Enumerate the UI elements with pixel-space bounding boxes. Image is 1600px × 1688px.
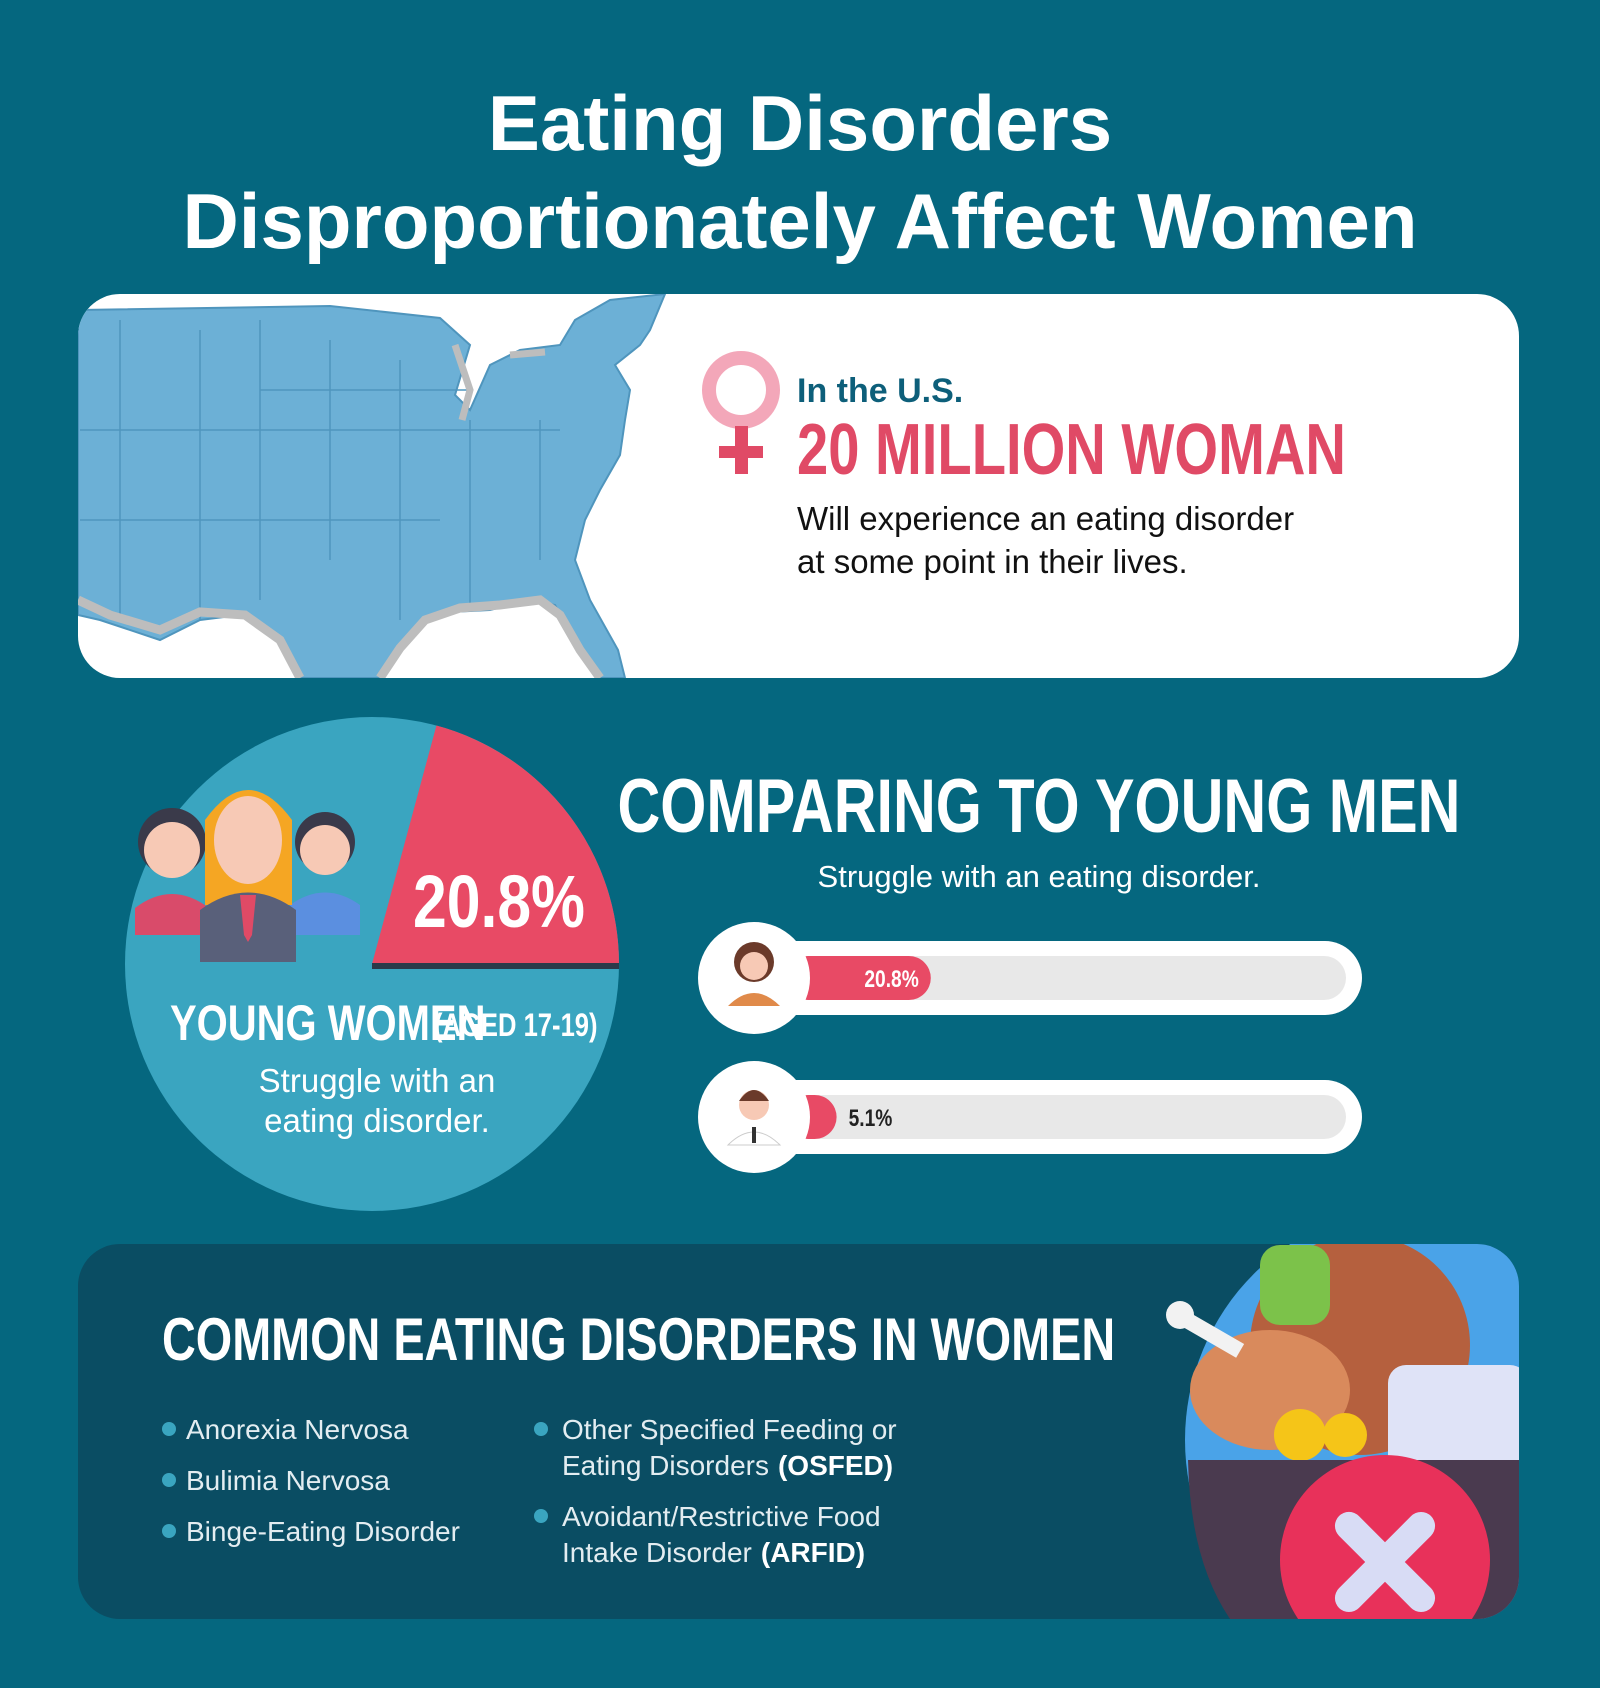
face <box>740 952 768 980</box>
list-item-text: Intake Disorder <box>562 1537 752 1568</box>
bullet <box>534 1422 548 1436</box>
bar <box>786 956 931 1000</box>
body <box>728 993 780 1006</box>
bar-label-group: 5.1% <box>849 1104 893 1132</box>
list-item-abbr: (ARFID) <box>761 1537 865 1568</box>
tie <box>752 1127 756 1143</box>
man-avatar <box>726 1090 782 1146</box>
comparison-title: COMPARING TO YOUNG MEN <box>618 764 1461 849</box>
list-item: Other Specified Feeding or <box>562 1414 897 1445</box>
title-line: Eating Disorders <box>488 79 1112 167</box>
comparison-subtitle: Struggle with an eating disorder. <box>818 859 1261 894</box>
list-item: Anorexia Nervosa <box>186 1414 409 1445</box>
body-text: at some point in their lives. <box>797 543 1188 580</box>
disorders-list: Anorexia Nervosa Bulimia Nervosa Binge-Eat… <box>162 1414 897 1568</box>
bar-label: 5.1% <box>849 1104 893 1132</box>
list-item: Bulimia Nervosa <box>186 1465 390 1496</box>
pie-wedge <box>372 725 619 964</box>
disorders-card <box>78 1244 1519 1619</box>
list-item-abbr: (OSFED) <box>778 1450 893 1481</box>
female-symbol <box>702 351 780 474</box>
body-text: Will experience an eating disorder <box>797 500 1294 537</box>
us-map <box>78 294 667 678</box>
lakes <box>451 343 546 421</box>
bullet <box>162 1524 176 1538</box>
pie-label: 20.8% <box>413 861 585 943</box>
list-item: Binge-Eating Disorder <box>186 1516 460 1547</box>
bullet <box>162 1422 176 1436</box>
food-icon <box>1166 1244 1519 1619</box>
bullet <box>534 1509 548 1523</box>
bar-track <box>786 1095 1346 1139</box>
map-borders <box>80 320 560 620</box>
hair <box>739 1090 769 1101</box>
coastline <box>78 595 604 678</box>
caption: Struggle with an <box>259 1062 496 1099</box>
comparison-bars: 20.8% 5.1% <box>698 922 1362 1173</box>
list-item: Eating Disorders (OSFED) <box>562 1450 893 1481</box>
caption: eating disorder. <box>264 1102 490 1139</box>
bullet <box>162 1473 176 1487</box>
disorders-title: COMMON EATING DISORDERS IN WOMEN <box>162 1306 1115 1373</box>
women-icon <box>135 790 360 962</box>
list-item: Intake Disorder (ARFID) <box>562 1537 865 1568</box>
bar-label-group: 20.8% <box>864 965 918 993</box>
map-shape <box>78 294 667 678</box>
kicker: In the U.S. <box>797 372 963 410</box>
bar-label: 20.8% <box>864 965 918 993</box>
headline: 20 MILLION WOMAN <box>797 409 1346 489</box>
list-item: Avoidant/Restrictive Food <box>562 1501 881 1532</box>
list-item-text: Eating Disorders <box>562 1450 769 1481</box>
woman-avatar <box>728 942 780 1006</box>
title-line: Disproportionately Affect Women <box>182 177 1417 265</box>
age-label: (AGED 17-19) <box>434 1008 598 1043</box>
group-label: YOUNG WOMEN <box>170 995 485 1051</box>
